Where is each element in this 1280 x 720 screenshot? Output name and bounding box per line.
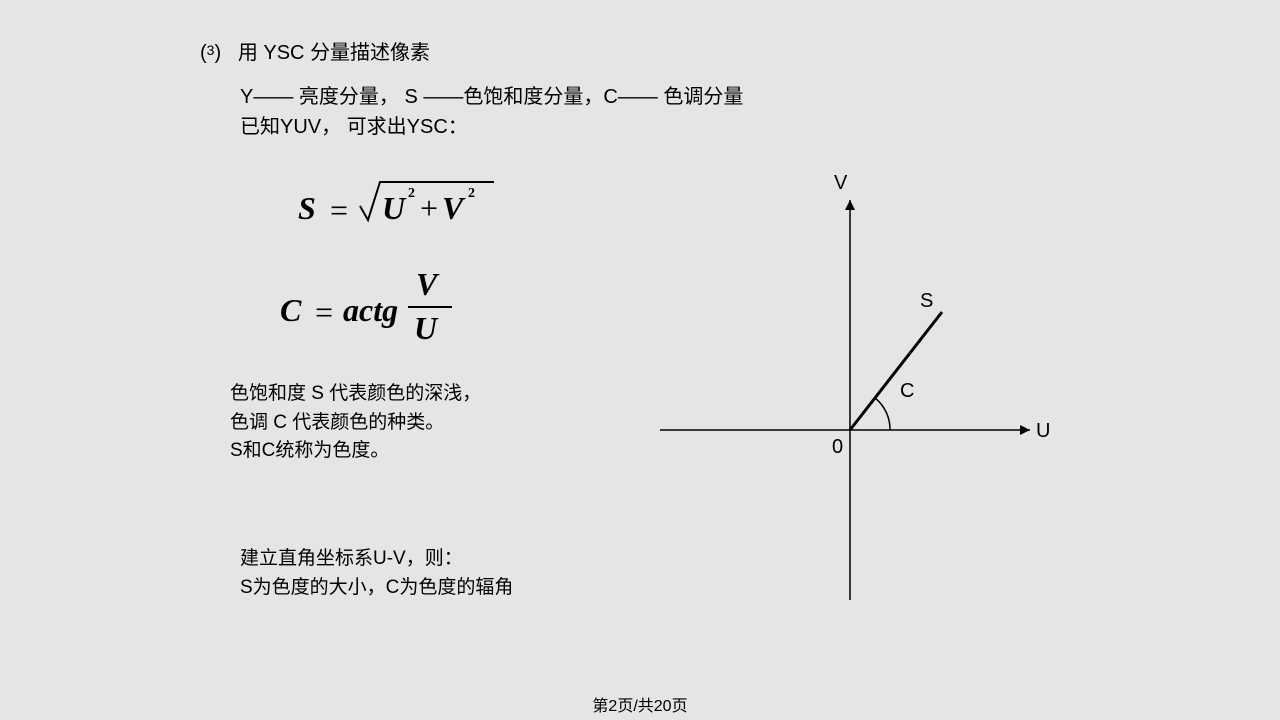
formula-u1: U (382, 190, 405, 227)
formula-v2: V (416, 266, 437, 303)
u-axis-label: U (1036, 420, 1050, 443)
heading-ysc: YSC (263, 42, 304, 64)
formula-plus: + (420, 190, 438, 227)
desc-l2: 色调 C 代表颜色的种类。 (230, 409, 481, 438)
formula-exp2: 2 (468, 186, 475, 202)
desc-l1: 色饱和度 S 代表颜色的深浅， (230, 380, 481, 409)
formula-u2: U (414, 310, 437, 347)
paren-close: ) (214, 42, 221, 64)
formula-actg: actg (343, 292, 398, 329)
formula-eq1: = (330, 192, 348, 229)
formula-s: S (298, 190, 316, 227)
intro-line2: 已知YUV， 可求出YSC： (240, 112, 743, 142)
description-block: 色饱和度 S 代表颜色的深浅， 色调 C 代表颜色的种类。 S和C统称为色度。 (230, 380, 481, 466)
formula-v1: V (442, 190, 463, 227)
diagram-svg (640, 170, 1060, 610)
intro-text: Y—— 亮度分量， S ——色饱和度分量，C—— 色调分量 已知YUV， 可求出… (240, 82, 743, 142)
desc-l3: S和C统称为色度。 (230, 437, 481, 466)
uv-diagram: V U 0 S C (640, 170, 1060, 610)
origin-label: 0 (832, 436, 843, 459)
fraction-bar (408, 306, 452, 308)
coord-l2: S为色度的大小，C为色度的辐角 (240, 574, 513, 603)
heading-suffix: 分量描述像素 (310, 42, 430, 64)
formula-exp1: 2 (408, 186, 415, 202)
intro-line1: Y—— 亮度分量， S ——色饱和度分量，C—— 色调分量 (240, 82, 743, 112)
coord-block: 建立直角坐标系U-V，则： S为色度的大小，C为色度的辐角 (240, 545, 513, 602)
heading-prefix: 用 (238, 42, 258, 64)
section-num: 3 (207, 42, 215, 58)
c-angle-label: C (900, 380, 914, 403)
page-footer: 第2页/共20页 (0, 692, 1280, 716)
v-axis-label: V (834, 172, 847, 195)
paren-open: ( (200, 42, 207, 64)
section-heading: (3) 用 YSC 分量描述像素 (200, 36, 430, 65)
formula-c: C (280, 292, 301, 329)
coord-l1: 建立直角坐标系U-V，则： (240, 545, 513, 574)
formula-eq2: = (315, 294, 333, 331)
s-vector-label: S (920, 290, 933, 313)
